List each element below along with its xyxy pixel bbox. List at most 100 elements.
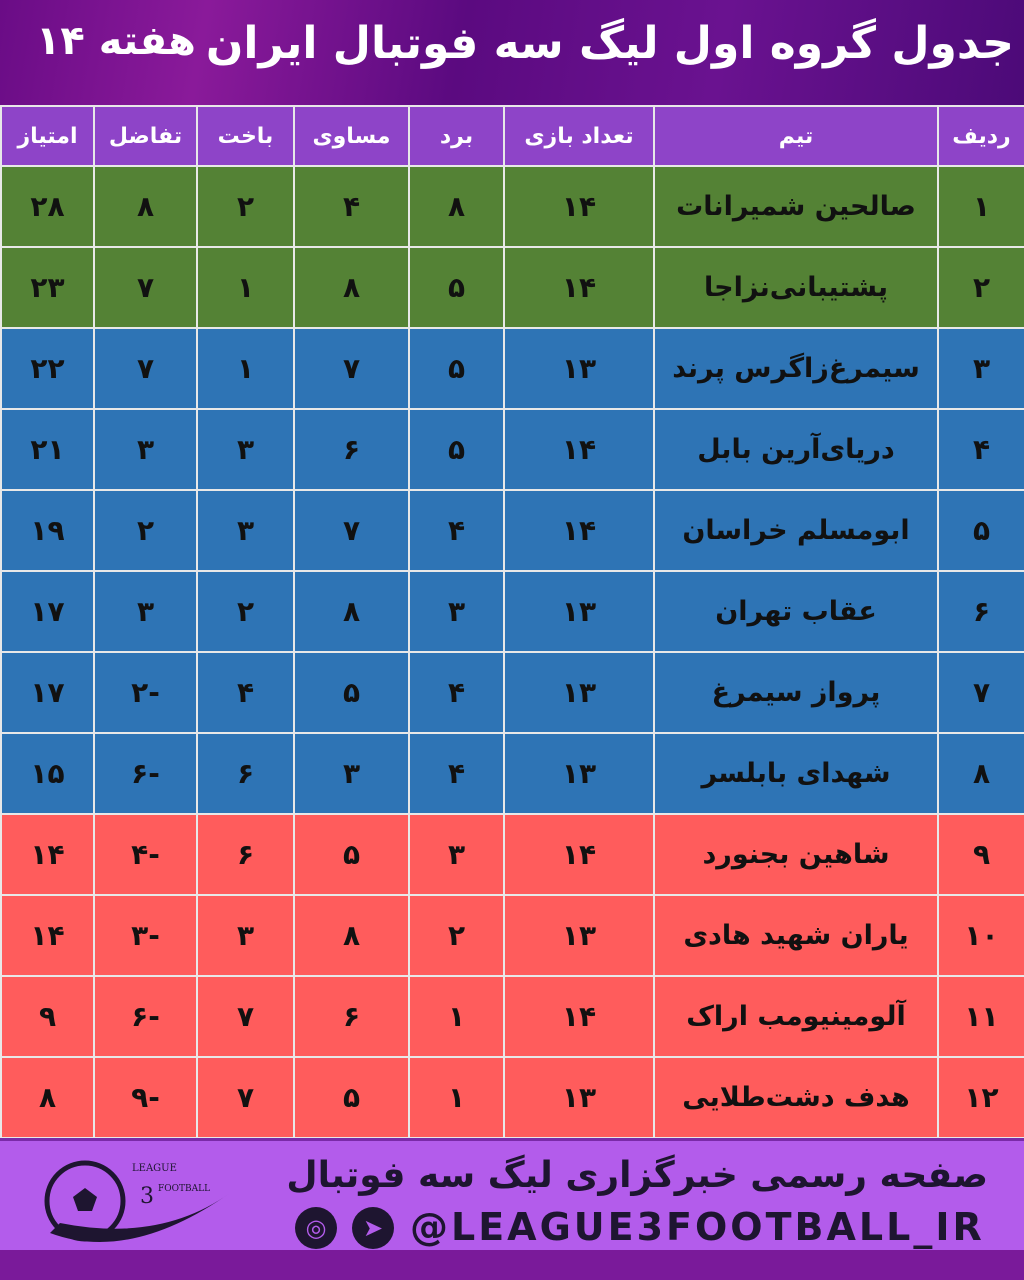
instagram-icon[interactable]: ◎ [295, 1207, 337, 1249]
cell-played: ۱۴ [503, 813, 655, 896]
cell-goal-diff: ۷ [93, 327, 198, 410]
cell-draws: ۸ [293, 894, 410, 977]
cell-goal-diff: ۳ [93, 408, 198, 491]
bottom-strip [0, 1250, 1024, 1280]
footer-tagline: صفحه رسمی خبرگزاری لیگ سه فوتبال [286, 1155, 988, 1196]
cell-draws: ۶ [293, 975, 410, 1058]
cell-wins: ۱ [408, 975, 505, 1058]
cell-losses: ۶ [196, 732, 295, 815]
cell-losses: ۲ [196, 165, 295, 248]
cell-points: ۱۷ [0, 570, 95, 653]
cell-rank: ۷ [937, 651, 1024, 734]
cell-rank: ۱۲ [937, 1056, 1024, 1139]
cell-goal-diff: -۶ [93, 732, 198, 815]
cell-rank: ۹ [937, 813, 1024, 896]
cell-wins: ۵ [408, 327, 505, 410]
cell-draws: ۷ [293, 489, 410, 572]
cell-played: ۱۳ [503, 732, 655, 815]
cell-goal-diff: ۲ [93, 489, 198, 572]
cell-rank: ۶ [937, 570, 1024, 653]
cell-points: ۲۳ [0, 246, 95, 329]
table-row: ۵ ابومسلم خراسان ۱۴ ۴ ۷ ۳ ۲ ۱۹ [0, 489, 1024, 572]
title-banner: جدول گروه اول لیگ سه فوتبال ایران هفته ۱… [0, 0, 1024, 105]
cell-goal-diff: -۴ [93, 813, 198, 896]
column-header-draws: مساوی [293, 105, 410, 167]
cell-rank: ۵ [937, 489, 1024, 572]
column-header-rank: ردیف [937, 105, 1024, 167]
table-row: ۱۰ یاران شهید هادی ۱۳ ۲ ۸ ۳ -۳ ۱۴ [0, 894, 1024, 977]
cell-wins: ۸ [408, 165, 505, 248]
table-row: ۱۱ آلومینیومب اراک ۱۴ ۱ ۶ ۷ -۶ ۹ [0, 975, 1024, 1058]
svg-text:FOOTBALL: FOOTBALL [158, 1184, 210, 1194]
cell-losses: ۶ [196, 813, 295, 896]
table-row: ۹ شاهین بجنورد ۱۴ ۳ ۵ ۶ -۴ ۱۴ [0, 813, 1024, 896]
cell-draws: ۵ [293, 651, 410, 734]
league-logo: LEAGUE 3 FOOTBALL [44, 1160, 230, 1242]
column-header-goal-diff: تفاضل [93, 105, 198, 167]
cell-wins: ۴ [408, 651, 505, 734]
cell-draws: ۵ [293, 813, 410, 896]
cell-rank: ۲ [937, 246, 1024, 329]
cell-points: ۹ [0, 975, 95, 1058]
cell-rank: ۱۱ [937, 975, 1024, 1058]
cell-team: ابومسلم خراسان [653, 489, 939, 572]
cell-team: صالحین شمیرانات [653, 165, 939, 248]
cell-played: ۱۳ [503, 1056, 655, 1139]
cell-losses: ۲ [196, 570, 295, 653]
logo-text: LEAGUE [132, 1163, 177, 1174]
cell-losses: ۱ [196, 246, 295, 329]
cell-team: دریای‌آرین بابل [653, 408, 939, 491]
cell-played: ۱۳ [503, 327, 655, 410]
cell-points: ۸ [0, 1056, 95, 1139]
page-title: جدول گروه اول لیگ سه فوتبال ایران [205, 18, 1014, 69]
table-row: ۱ صالحین شمیرانات ۱۴ ۸ ۴ ۲ ۸ ۲۸ [0, 165, 1024, 248]
cell-played: ۱۴ [503, 975, 655, 1058]
cell-losses: ۳ [196, 894, 295, 977]
cell-points: ۱۵ [0, 732, 95, 815]
cell-played: ۱۴ [503, 408, 655, 491]
cell-goal-diff: ۳ [93, 570, 198, 653]
cell-wins: ۵ [408, 246, 505, 329]
cell-rank: ۳ [937, 327, 1024, 410]
cell-draws: ۶ [293, 408, 410, 491]
cell-team: پرواز سیمرغ [653, 651, 939, 734]
table-row: ۷ پرواز سیمرغ ۱۳ ۴ ۵ ۴ -۲ ۱۷ [0, 651, 1024, 734]
column-header-points: امتیاز [0, 105, 95, 167]
cell-wins: ۱ [408, 1056, 505, 1139]
cell-played: ۱۴ [503, 165, 655, 248]
cell-team: شهدای بابلسر [653, 732, 939, 815]
social-handle[interactable]: @LEAGUE3FOOTBALL_IR [410, 1205, 985, 1249]
cell-goal-diff: -۲ [93, 651, 198, 734]
cell-team: عقاب تهران [653, 570, 939, 653]
cell-points: ۲۱ [0, 408, 95, 491]
cell-wins: ۵ [408, 408, 505, 491]
column-header-losses: باخت [196, 105, 295, 167]
cell-goal-diff: ۸ [93, 165, 198, 248]
cell-goal-diff: -۹ [93, 1056, 198, 1139]
cell-losses: ۱ [196, 327, 295, 410]
cell-wins: ۲ [408, 894, 505, 977]
column-header-wins: برد [408, 105, 505, 167]
cell-team: سیمرغ‌زاگرس پرند [653, 327, 939, 410]
cell-points: ۲۸ [0, 165, 95, 248]
cell-rank: ۴ [937, 408, 1024, 491]
cell-team: یاران شهید هادی [653, 894, 939, 977]
week-label: هفته ۱۴ [36, 18, 196, 64]
cell-played: ۱۳ [503, 570, 655, 653]
cell-points: ۱۴ [0, 894, 95, 977]
telegram-icon[interactable]: ➤ [352, 1207, 394, 1249]
cell-draws: ۸ [293, 570, 410, 653]
cell-draws: ۳ [293, 732, 410, 815]
cell-wins: ۴ [408, 732, 505, 815]
table-row: ۳ سیمرغ‌زاگرس پرند ۱۳ ۵ ۷ ۱ ۷ ۲۲ [0, 327, 1024, 410]
cell-points: ۱۴ [0, 813, 95, 896]
cell-wins: ۳ [408, 813, 505, 896]
cell-draws: ۸ [293, 246, 410, 329]
cell-losses: ۳ [196, 408, 295, 491]
cell-goal-diff: -۳ [93, 894, 198, 977]
cell-team: آلومینیومب اراک [653, 975, 939, 1058]
cell-rank: ۸ [937, 732, 1024, 815]
footer: LEAGUE 3 FOOTBALL صفحه رسمی خبرگزاری لیگ… [0, 1138, 1024, 1250]
cell-rank: ۱۰ [937, 894, 1024, 977]
cell-losses: ۴ [196, 651, 295, 734]
